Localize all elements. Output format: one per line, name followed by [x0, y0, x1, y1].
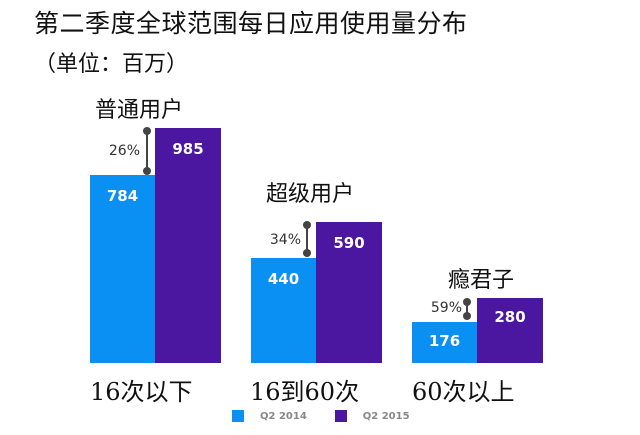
connector-dot-bottom	[143, 167, 151, 175]
connector-dot-bottom	[463, 312, 471, 320]
category-label-16-to-60: 16到60次	[250, 378, 360, 406]
bar-value: 985	[172, 140, 204, 158]
chart-subtitle: （单位：百万）	[34, 52, 189, 77]
legend-label: Q2 2014	[260, 410, 307, 422]
category-label-under-16: 16次以下	[90, 378, 193, 406]
group-label-regular-users: 普通用户	[95, 98, 184, 123]
group-label-super-users: 超级用户	[266, 182, 355, 207]
legend-swatch-purple	[334, 410, 347, 422]
bar-value: 590	[333, 234, 365, 252]
category-label-over-60: 60次以上	[412, 378, 515, 406]
chart-title: 第二季度全球范围每日应用使用量分布	[34, 9, 468, 38]
group-label-addicts: 瘾君子	[448, 268, 515, 293]
legend-item-q2-2014: Q2 2014	[232, 410, 307, 422]
bar-value: 176	[428, 332, 461, 350]
bar-value: 784	[106, 187, 139, 205]
bar-q2-2014: 784	[90, 175, 155, 363]
legend: Q2 2014 Q2 2015	[232, 410, 438, 422]
growth-connector	[146, 131, 148, 171]
legend-swatch-blue	[232, 410, 244, 422]
growth-label: 26%	[108, 143, 140, 159]
growth-label: 34%	[269, 232, 301, 248]
bar-value: 440	[267, 270, 300, 288]
growth-connector	[466, 302, 468, 316]
growth-connector	[306, 225, 308, 253]
bar-q2-2015: 280	[477, 298, 543, 363]
bar-value: 280	[494, 308, 526, 326]
connector-dot-bottom	[303, 249, 311, 257]
bar-q2-2015: 985	[155, 128, 221, 363]
growth-label: 59%	[430, 300, 462, 316]
bar-q2-2014: 176	[412, 322, 477, 363]
bar-q2-2015: 590	[316, 222, 382, 363]
bar-q2-2014: 440	[251, 258, 316, 363]
legend-item-q2-2015: Q2 2015	[334, 410, 410, 422]
legend-label: Q2 2015	[362, 410, 410, 422]
